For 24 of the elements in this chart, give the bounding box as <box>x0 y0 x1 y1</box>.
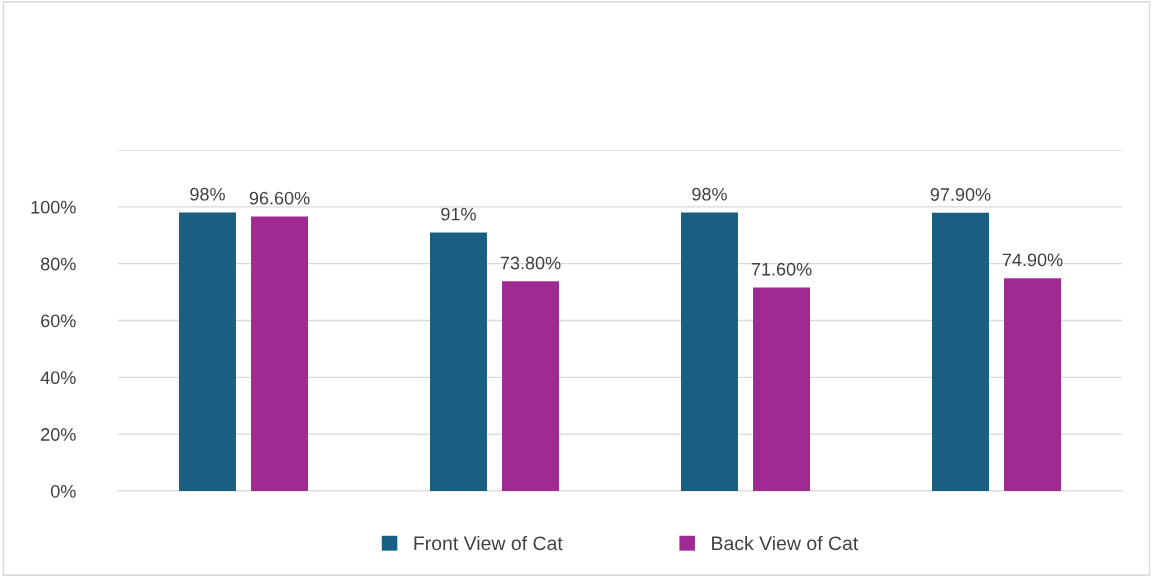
data-label: 71.60% <box>751 262 812 276</box>
y-tick-label: 60% <box>41 314 76 328</box>
legend-label: Front View of Cat <box>414 535 563 551</box>
bar <box>680 212 738 491</box>
bar <box>178 212 236 491</box>
data-label: 96.60% <box>249 191 310 205</box>
data-label: 74.90% <box>1002 253 1063 267</box>
legend-label: Back View of Cat <box>712 535 859 551</box>
data-label: 98% <box>692 187 727 201</box>
bar <box>1004 278 1062 491</box>
y-tick-label: 100% <box>31 200 76 214</box>
y-tick-label: 0% <box>50 484 76 498</box>
y-tick-label: 40% <box>40 371 76 385</box>
data-label: 98% <box>190 187 225 201</box>
data-label: 73.80% <box>500 256 561 270</box>
data-label: 91% <box>441 207 476 221</box>
bar <box>429 232 487 491</box>
bar <box>753 287 811 491</box>
bar <box>251 216 309 491</box>
bar <box>502 281 560 491</box>
y-tick-label: 80% <box>40 257 76 271</box>
y-tick-label: 20% <box>41 428 76 441</box>
bar <box>931 212 989 491</box>
data-label: 97.90% <box>930 188 991 201</box>
